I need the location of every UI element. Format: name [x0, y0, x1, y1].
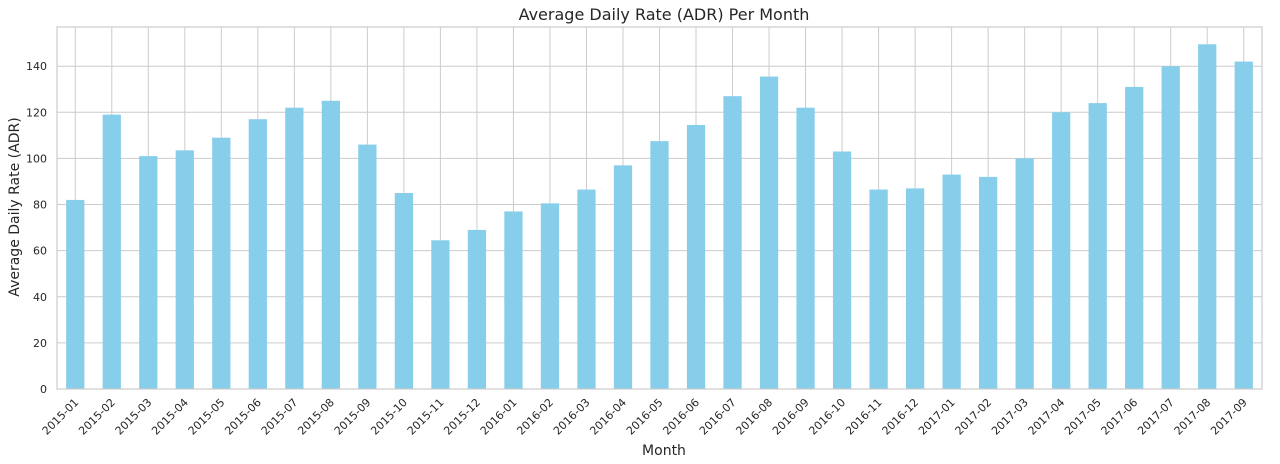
x-tick-label: 2017-06	[1099, 396, 1141, 438]
bar	[723, 96, 742, 390]
x-tick-label: 2016-05	[624, 396, 666, 438]
bar	[905, 188, 925, 389]
bar	[650, 141, 669, 389]
x-tick-label: 2015-03	[113, 396, 155, 438]
x-tick-label: 2016-11	[843, 396, 885, 438]
bar	[394, 193, 414, 389]
bar	[1088, 103, 1107, 389]
bar	[139, 156, 158, 389]
bar	[1015, 158, 1034, 389]
x-tick-label: 2016-12	[880, 396, 922, 438]
x-tick-label: 2017-01	[916, 396, 958, 438]
x-tick-label: 2015-06	[222, 396, 264, 438]
bar	[431, 240, 450, 389]
x-tick-label: 2016-02	[514, 396, 556, 438]
x-tick-label: 2016-04	[587, 396, 629, 438]
bar	[979, 176, 998, 389]
x-tick-label: 2016-06	[660, 396, 702, 438]
bar	[613, 165, 633, 389]
x-tick-label: 2016-08	[733, 396, 775, 438]
bar	[1125, 86, 1144, 390]
x-tick-label: 2017-03	[989, 396, 1031, 438]
bar	[796, 107, 815, 390]
x-tick-label: 2015-05	[186, 396, 228, 438]
bar	[577, 189, 596, 389]
x-tick-label: 2015-08	[295, 396, 337, 438]
bar	[942, 174, 961, 389]
x-tick-label: 2015-12	[441, 396, 483, 438]
y-tick-label: 60	[33, 245, 47, 258]
bar	[66, 199, 85, 389]
bar	[686, 124, 706, 390]
x-tick-label: 2017-07	[1135, 396, 1177, 438]
bar	[1234, 61, 1253, 389]
bar	[1198, 44, 1217, 389]
bar	[102, 114, 121, 390]
bar	[504, 211, 523, 389]
bar	[285, 107, 304, 390]
x-tick-label: 2016-10	[806, 396, 848, 438]
bar	[1052, 112, 1071, 389]
x-tick-label: 2015-10	[368, 396, 410, 438]
bar	[358, 144, 377, 389]
x-tick-label: 2017-04	[1026, 396, 1068, 438]
bar	[540, 203, 560, 389]
x-tick-label: 2016-01	[478, 396, 520, 438]
x-tick-label: 2015-04	[149, 396, 191, 438]
x-tick-label: 2017-02	[953, 396, 995, 438]
y-tick-label: 0	[40, 383, 47, 396]
y-axis-label: Average Daily Rate (ADR)	[7, 117, 23, 296]
bar	[1161, 66, 1180, 389]
y-tick-label: 20	[33, 337, 47, 350]
x-tick-label: 2016-07	[697, 396, 739, 438]
x-tick-label: 2017-08	[1172, 396, 1214, 438]
y-tick-labels: 0 20 40 60 80 100 120 140	[26, 60, 47, 396]
bar	[175, 150, 194, 389]
x-tick-labels: 2015-012015-022015-032015-042015-052015-…	[40, 396, 1250, 438]
y-tick-label: 140	[26, 60, 47, 73]
plot-frame	[56, 26, 1263, 390]
bars	[66, 44, 1253, 390]
x-tick-label: 2017-09	[1208, 396, 1250, 438]
y-tick-label: 100	[26, 152, 47, 165]
x-tick-label: 2016-03	[551, 396, 593, 438]
bar	[212, 137, 231, 389]
x-tick-label: 2017-05	[1062, 396, 1104, 438]
x-tick-label: 2015-02	[76, 396, 118, 438]
bar	[759, 76, 779, 390]
bar	[321, 100, 340, 389]
x-tick-label: 2015-01	[40, 396, 82, 438]
x-axis-label: Month	[642, 443, 686, 459]
y-tick-label: 40	[33, 291, 47, 304]
x-tick-label: 2016-09	[770, 396, 812, 438]
x-tick-label: 2015-09	[332, 396, 374, 438]
bar	[869, 189, 888, 389]
bar	[832, 151, 852, 389]
x-tick-label: 2015-07	[259, 396, 301, 438]
chart-title: Average Daily Rate (ADR) Per Month	[519, 5, 810, 24]
y-tick-label: 80	[33, 199, 47, 212]
bar	[467, 229, 487, 389]
y-tick-label: 120	[26, 106, 47, 119]
bar	[248, 119, 267, 389]
x-tick-label: 2015-11	[405, 396, 447, 438]
